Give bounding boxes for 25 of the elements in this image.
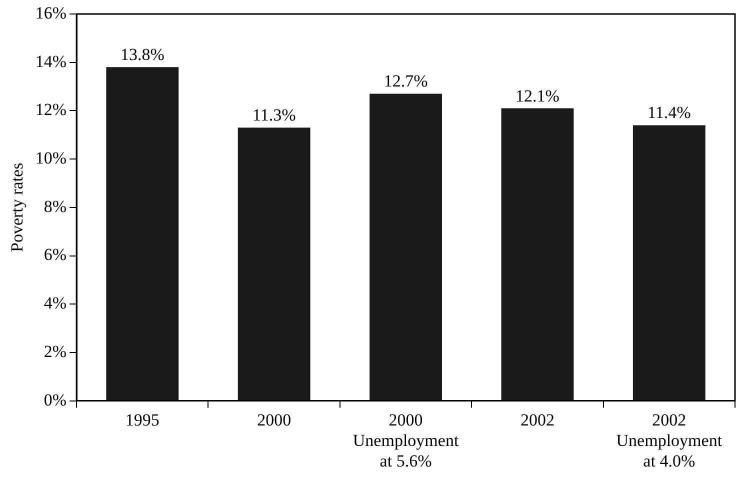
bar bbox=[370, 94, 442, 400]
y-tick-label: 14% bbox=[35, 52, 67, 71]
y-tick-label: 8% bbox=[44, 196, 67, 216]
y-tick-label: 2% bbox=[44, 342, 67, 361]
y-tick-label: 16% bbox=[35, 3, 67, 22]
data-label: 11.4% bbox=[648, 103, 691, 122]
y-tick-label: 6% bbox=[44, 245, 67, 264]
y-axis-title: Poverty rates bbox=[8, 162, 27, 252]
bar bbox=[238, 128, 310, 400]
x-tick-label: 2000 Unemployment at 5.6% bbox=[352, 410, 459, 470]
bar bbox=[632, 125, 706, 400]
x-tick-label: 2002 Unemployment at 4.0% bbox=[616, 410, 722, 470]
data-label: 11.3% bbox=[252, 106, 296, 125]
data-label: 13.8% bbox=[120, 45, 164, 64]
x-tick-label: 2002 bbox=[520, 410, 554, 430]
data-label: 12.1% bbox=[516, 86, 560, 106]
y-tick-label: 4% bbox=[44, 294, 67, 313]
bar bbox=[106, 67, 179, 400]
x-tick-label: 1995 bbox=[125, 410, 160, 430]
y-tick-label: 10% bbox=[35, 148, 67, 168]
y-tick-label: 12% bbox=[35, 100, 67, 120]
x-tick-label: 2000 bbox=[257, 410, 292, 430]
y-tick-label: 0% bbox=[44, 390, 67, 410]
data-label: 12.7% bbox=[384, 72, 428, 91]
bar bbox=[501, 108, 574, 400]
